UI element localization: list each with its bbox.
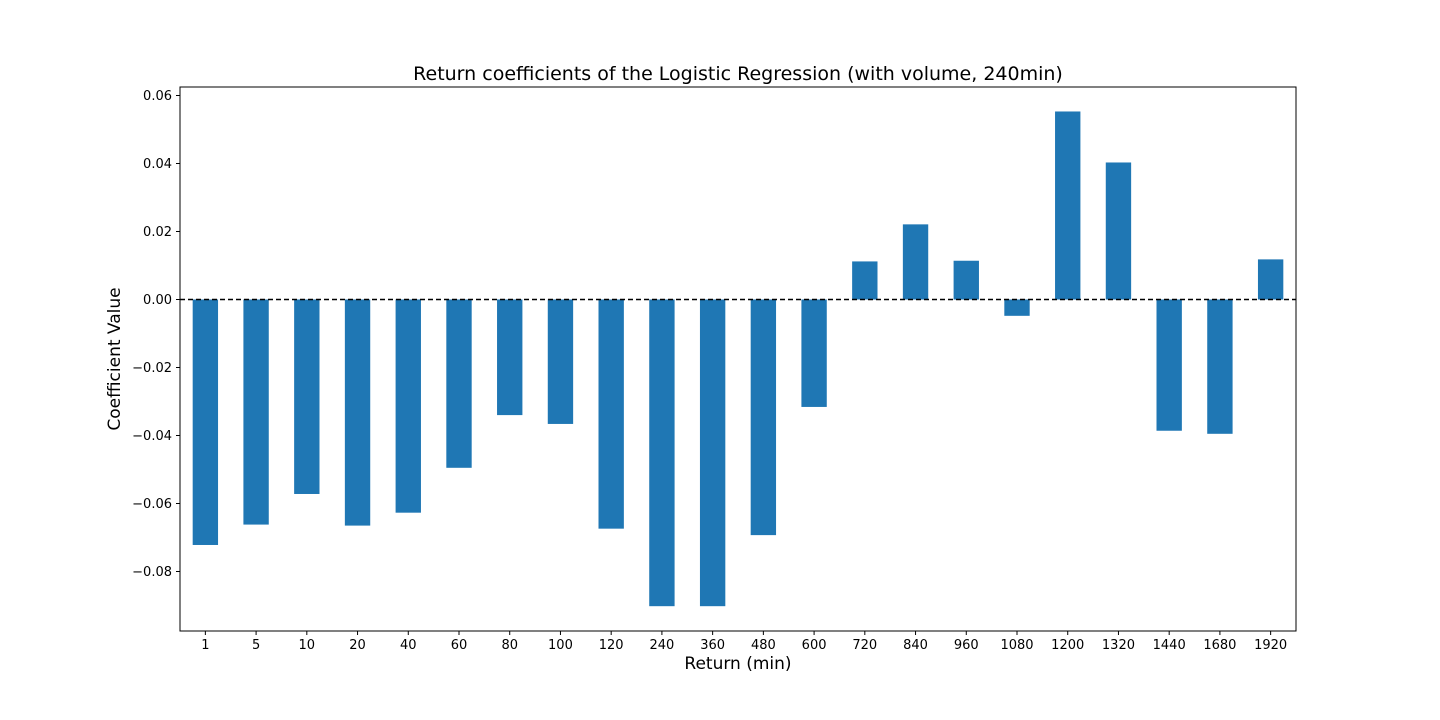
y-tick-label: −0.08 bbox=[132, 565, 172, 580]
y-tick-label: 0.02 bbox=[143, 225, 172, 240]
x-axis-label: Return (min) bbox=[684, 654, 791, 674]
x-tick-label: 840 bbox=[903, 638, 928, 653]
bar-1680 bbox=[1207, 299, 1233, 434]
bar-20 bbox=[344, 299, 371, 526]
x-tick-label: 720 bbox=[852, 638, 877, 653]
bar-80 bbox=[497, 299, 523, 416]
x-tick-label: 100 bbox=[548, 638, 573, 653]
bar-720 bbox=[852, 261, 878, 300]
bar-240 bbox=[649, 299, 675, 607]
bar-1320 bbox=[1105, 162, 1132, 300]
y-tick-label: −0.04 bbox=[132, 429, 172, 444]
bar-100 bbox=[547, 299, 574, 424]
bar-40 bbox=[395, 299, 421, 513]
y-tick-label: −0.06 bbox=[132, 497, 172, 512]
x-tick-label: 60 bbox=[451, 638, 468, 653]
y-tick-label: 0.04 bbox=[143, 157, 172, 172]
bar-480 bbox=[750, 299, 777, 536]
x-tick-label: 960 bbox=[954, 638, 979, 653]
x-tick-label: 1320 bbox=[1102, 638, 1135, 653]
y-tick-label: 0.06 bbox=[143, 89, 172, 104]
x-tick-label: 360 bbox=[700, 638, 725, 653]
x-tick-label: 1080 bbox=[1000, 638, 1033, 653]
x-tick-label: 40 bbox=[400, 638, 417, 653]
bar-120 bbox=[598, 299, 624, 529]
x-axis-ticks: 1 5 10 20 40 60 80 100 120 240 360 480 600 720 840 960 1… bbox=[201, 631, 1287, 653]
bar-1200 bbox=[1055, 111, 1081, 300]
bar-1 bbox=[192, 299, 219, 545]
x-tick-label: 1 bbox=[201, 638, 209, 653]
x-tick-label: 80 bbox=[501, 638, 518, 653]
bar-960 bbox=[953, 260, 979, 300]
bar-series bbox=[192, 111, 1284, 607]
y-tick-label: −0.02 bbox=[132, 361, 172, 376]
y-tick-label: 0.00 bbox=[143, 293, 172, 308]
x-tick-label: 1200 bbox=[1051, 638, 1084, 653]
x-tick-label: 480 bbox=[751, 638, 776, 653]
plot-area-frame bbox=[179, 86, 1297, 632]
x-tick-label: 20 bbox=[349, 638, 366, 653]
bar-1440 bbox=[1156, 299, 1182, 431]
bar-5 bbox=[243, 299, 269, 525]
bar-10 bbox=[294, 299, 320, 494]
x-tick-label: 1680 bbox=[1203, 638, 1236, 653]
chart-title: Return coefficients of the Logistic Regr… bbox=[413, 63, 1063, 85]
x-tick-label: 600 bbox=[802, 638, 827, 653]
y-axis-ticks: 0.06 0.04 0.02 0.00 −0.02 −0.04 −0.06 −0.08 bbox=[132, 89, 180, 580]
x-tick-label: 240 bbox=[649, 638, 674, 653]
bar-600 bbox=[801, 299, 827, 407]
x-tick-label: 1440 bbox=[1153, 638, 1186, 653]
bar-1920 bbox=[1257, 259, 1284, 300]
bar-840 bbox=[902, 224, 929, 300]
y-axis-label: Coefficient Value bbox=[105, 287, 125, 430]
x-tick-label: 5 bbox=[252, 638, 260, 653]
bar-60 bbox=[446, 299, 472, 468]
x-tick-label: 1920 bbox=[1254, 638, 1287, 653]
x-tick-label: 10 bbox=[299, 638, 316, 653]
bar-1080 bbox=[1004, 299, 1030, 316]
bar-360 bbox=[699, 299, 726, 607]
x-tick-label: 120 bbox=[599, 638, 624, 653]
